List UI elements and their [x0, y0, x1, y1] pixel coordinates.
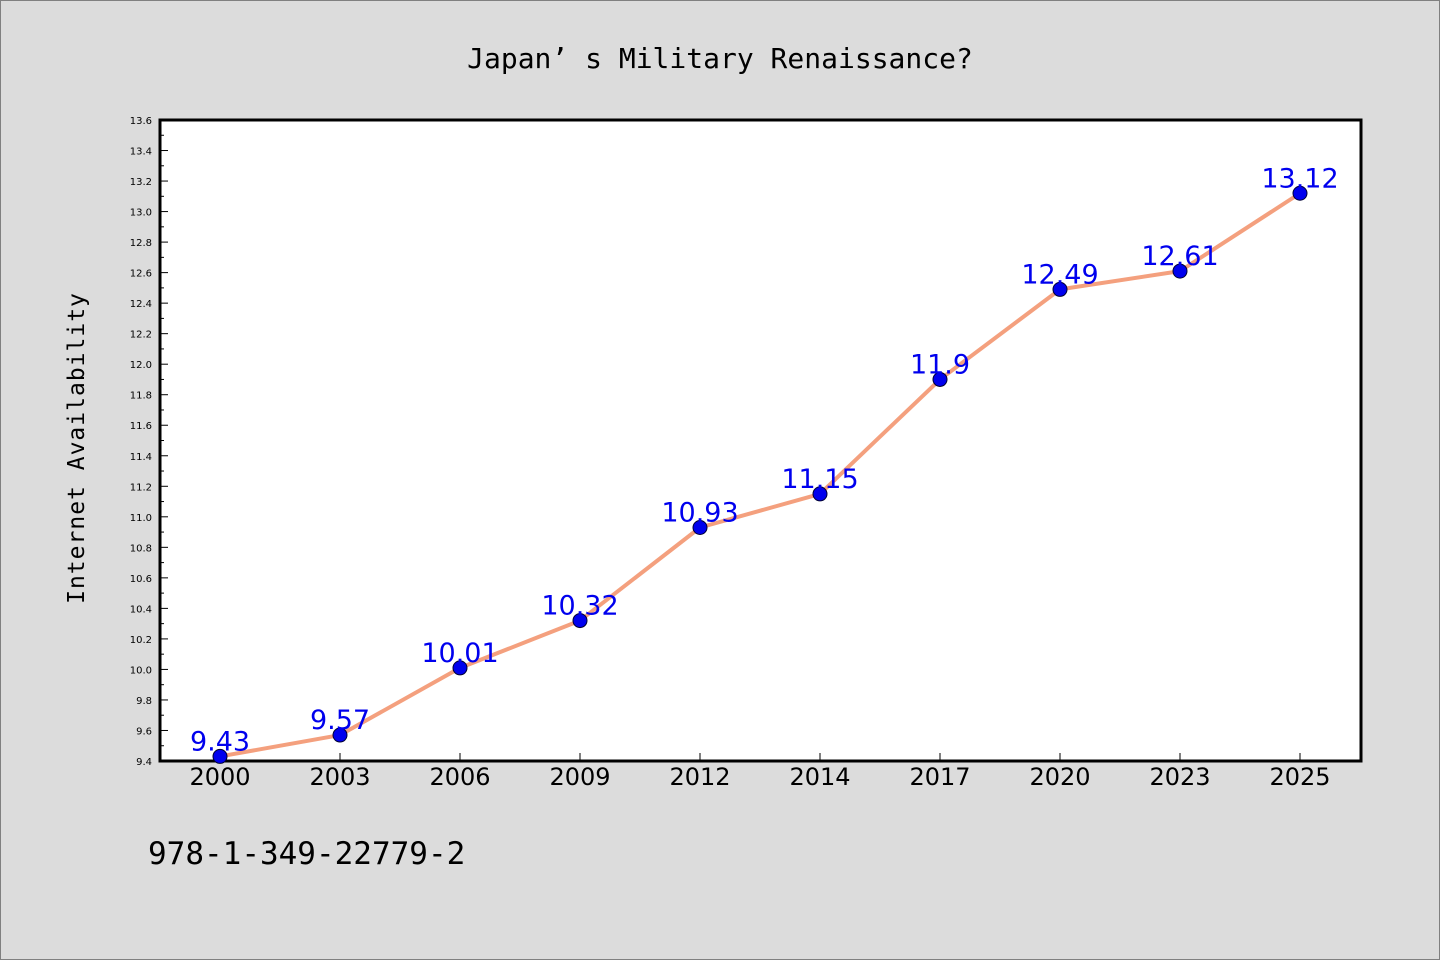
y-tick-label: 11.2 [130, 482, 152, 493]
data-label: 13.12 [1261, 163, 1338, 194]
series-group: 9.43 9.57 10.01 10.32 10.93 11.15 11.9 12.49 12.… [190, 163, 1339, 764]
y-tick-label: 9.4 [136, 757, 152, 768]
y-tick-label: 13.0 [130, 208, 152, 219]
y-tick-label: 12.4 [130, 299, 152, 310]
y-tick-label: 9.6 [136, 726, 152, 737]
y-tick-label: 12.8 [130, 238, 152, 249]
x-tick-label: 2017 [909, 763, 970, 791]
y-tick-label: 10.2 [130, 635, 152, 646]
y-tick-label: 13.2 [130, 177, 152, 188]
y-tick-label: 11.4 [130, 452, 152, 463]
data-label: 11.9 [910, 349, 970, 380]
y-tick-label: 9.8 [136, 696, 152, 707]
y-axis-label: Internet Availability [64, 292, 90, 604]
plot-area [158, 118, 1363, 763]
x-axis-ticks: 2000 2003 2006 2009 2012 2014 2017 2020 2023 2025 [189, 753, 1331, 791]
y-tick-label: 12.6 [130, 269, 152, 280]
data-label: 12.49 [1021, 259, 1098, 290]
y-tick-label: 13.4 [130, 147, 152, 158]
data-label: 9.57 [310, 705, 370, 736]
data-point [932, 371, 948, 387]
x-tick-label: 2003 [309, 763, 370, 791]
data-point [692, 519, 708, 535]
x-tick-label: 2020 [1029, 763, 1090, 791]
data-point [1052, 281, 1068, 297]
data-point [572, 613, 588, 629]
data-label: 10.32 [541, 591, 618, 622]
isbn-footer: 978-1-349-22779-2 [148, 836, 465, 872]
x-tick-label: 2025 [1269, 763, 1330, 791]
chart-title: Japan’ s Military Renaissance? [467, 42, 973, 75]
y-tick-label: 12.0 [130, 360, 152, 371]
y-tick-label: 11.6 [130, 421, 152, 432]
data-label: 10.93 [661, 497, 738, 528]
y-tick-label: 10.4 [130, 604, 152, 615]
data-point [332, 727, 348, 743]
y-tick-label: 10.6 [130, 574, 152, 585]
data-point [452, 660, 468, 676]
data-point [1292, 185, 1308, 201]
y-axis-ticks: 9.4 9.6 9.8 10.0 10.2 10.4 10.6 10.8 11.0 11.2 11.… [130, 116, 168, 768]
y-tick-label: 13.6 [130, 116, 152, 127]
y-tick-label: 11.0 [130, 513, 152, 524]
y-tick-label: 10.8 [130, 543, 152, 554]
x-tick-label: 2023 [1149, 763, 1210, 791]
x-tick-label: 2000 [189, 763, 250, 791]
data-point [212, 748, 228, 764]
data-label: 12.61 [1141, 241, 1218, 272]
data-label: 9.43 [190, 726, 250, 757]
x-tick-label: 2012 [669, 763, 730, 791]
series-line [218, 191, 1302, 759]
data-label: 10.01 [421, 638, 498, 669]
x-tick-label: 2006 [429, 763, 490, 791]
y-tick-label: 11.8 [130, 391, 152, 402]
data-point [812, 486, 828, 502]
x-tick-label: 2009 [549, 763, 610, 791]
x-tick-label: 2014 [789, 763, 850, 791]
y-tick-label: 10.0 [130, 665, 152, 676]
y-tick-label: 12.2 [130, 330, 152, 341]
data-point [1172, 263, 1188, 279]
data-label: 11.15 [781, 464, 858, 495]
